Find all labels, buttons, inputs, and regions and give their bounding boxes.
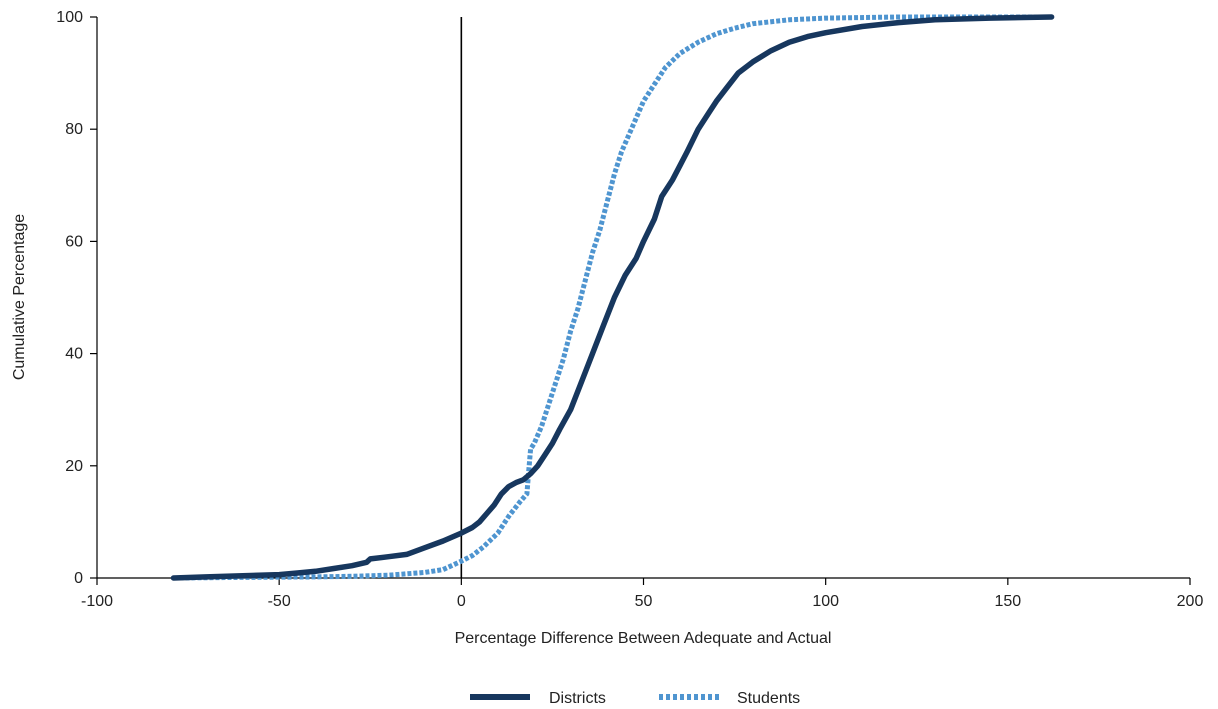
x-tick-label: 100 [812, 593, 839, 610]
x-axis-title: Percentage Difference Between Adequate a… [455, 630, 832, 647]
y-tick-label: 80 [65, 121, 83, 138]
y-tick-label: 100 [56, 9, 83, 26]
series-line-students [173, 14, 1052, 581]
x-tick-label: 0 [457, 593, 466, 610]
y-axis-title: Cumulative Percentage [11, 214, 28, 380]
y-tick-label: 20 [65, 458, 83, 475]
y-tick-label: 0 [74, 570, 83, 587]
legend-label-districts: Districts [549, 690, 606, 707]
x-tick-label: 150 [994, 593, 1021, 610]
legend-label-students: Students [737, 690, 800, 707]
x-tick-label: -100 [81, 593, 113, 610]
axes-layer: -100 -50 0 50 100 150 200 0 20 40 60 80 100 [56, 9, 1203, 610]
series-line-districts [170, 14, 1055, 581]
series-layer [170, 14, 1055, 581]
y-tick-label: 60 [65, 233, 83, 250]
x-tick-label: 200 [1177, 593, 1204, 610]
x-tick-label: -50 [268, 593, 291, 610]
y-tick-label: 40 [65, 346, 83, 363]
x-tick-label: 50 [635, 593, 653, 610]
legend: Districts Students [470, 690, 800, 707]
